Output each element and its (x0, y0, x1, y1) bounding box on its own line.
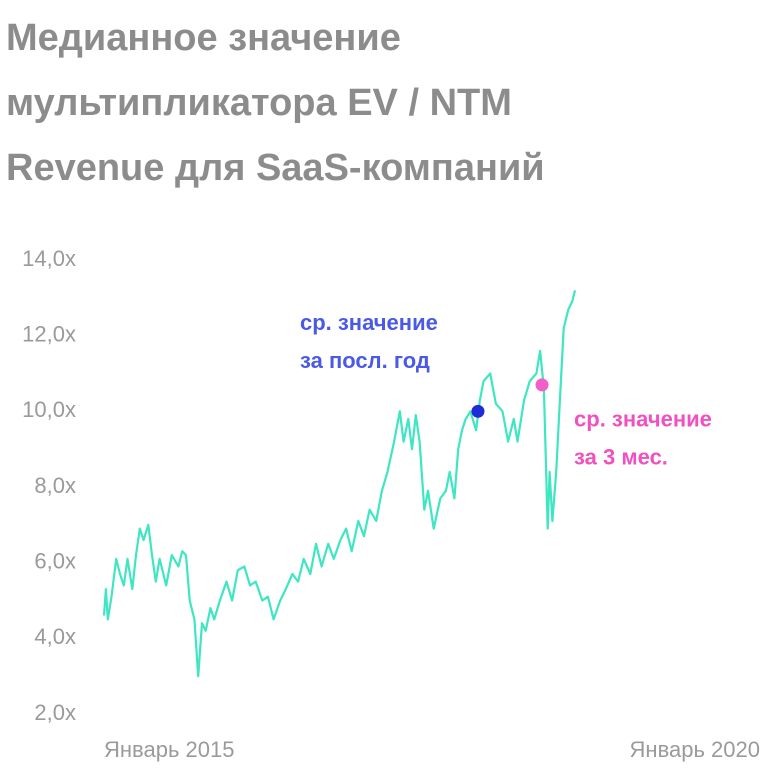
y-tick-label: 6,0x (34, 548, 76, 573)
annotation-dot (535, 378, 549, 392)
y-tick-label: 4,0x (34, 624, 76, 649)
y-tick-label: 12,0x (22, 321, 76, 346)
annotation-text: ср. значение (574, 407, 712, 432)
x-tick-label: Январь 2020 (630, 737, 760, 762)
annotation-dot (471, 404, 485, 418)
y-tick-label: 8,0x (34, 473, 76, 498)
y-tick-label: 14,0x (22, 246, 76, 271)
annotation-text: за посл. год (300, 348, 430, 373)
x-tick-label: Январь 2015 (104, 737, 234, 762)
chart-title: Медианное значение мультипликатора EV / … (6, 17, 545, 189)
data-line (102, 290, 577, 678)
y-tick-label: 2,0x (34, 700, 76, 725)
y-tick-label: 10,0x (22, 397, 76, 422)
annotation-text: ср. значение (300, 310, 438, 335)
annotation-text: за 3 мес. (574, 445, 668, 470)
